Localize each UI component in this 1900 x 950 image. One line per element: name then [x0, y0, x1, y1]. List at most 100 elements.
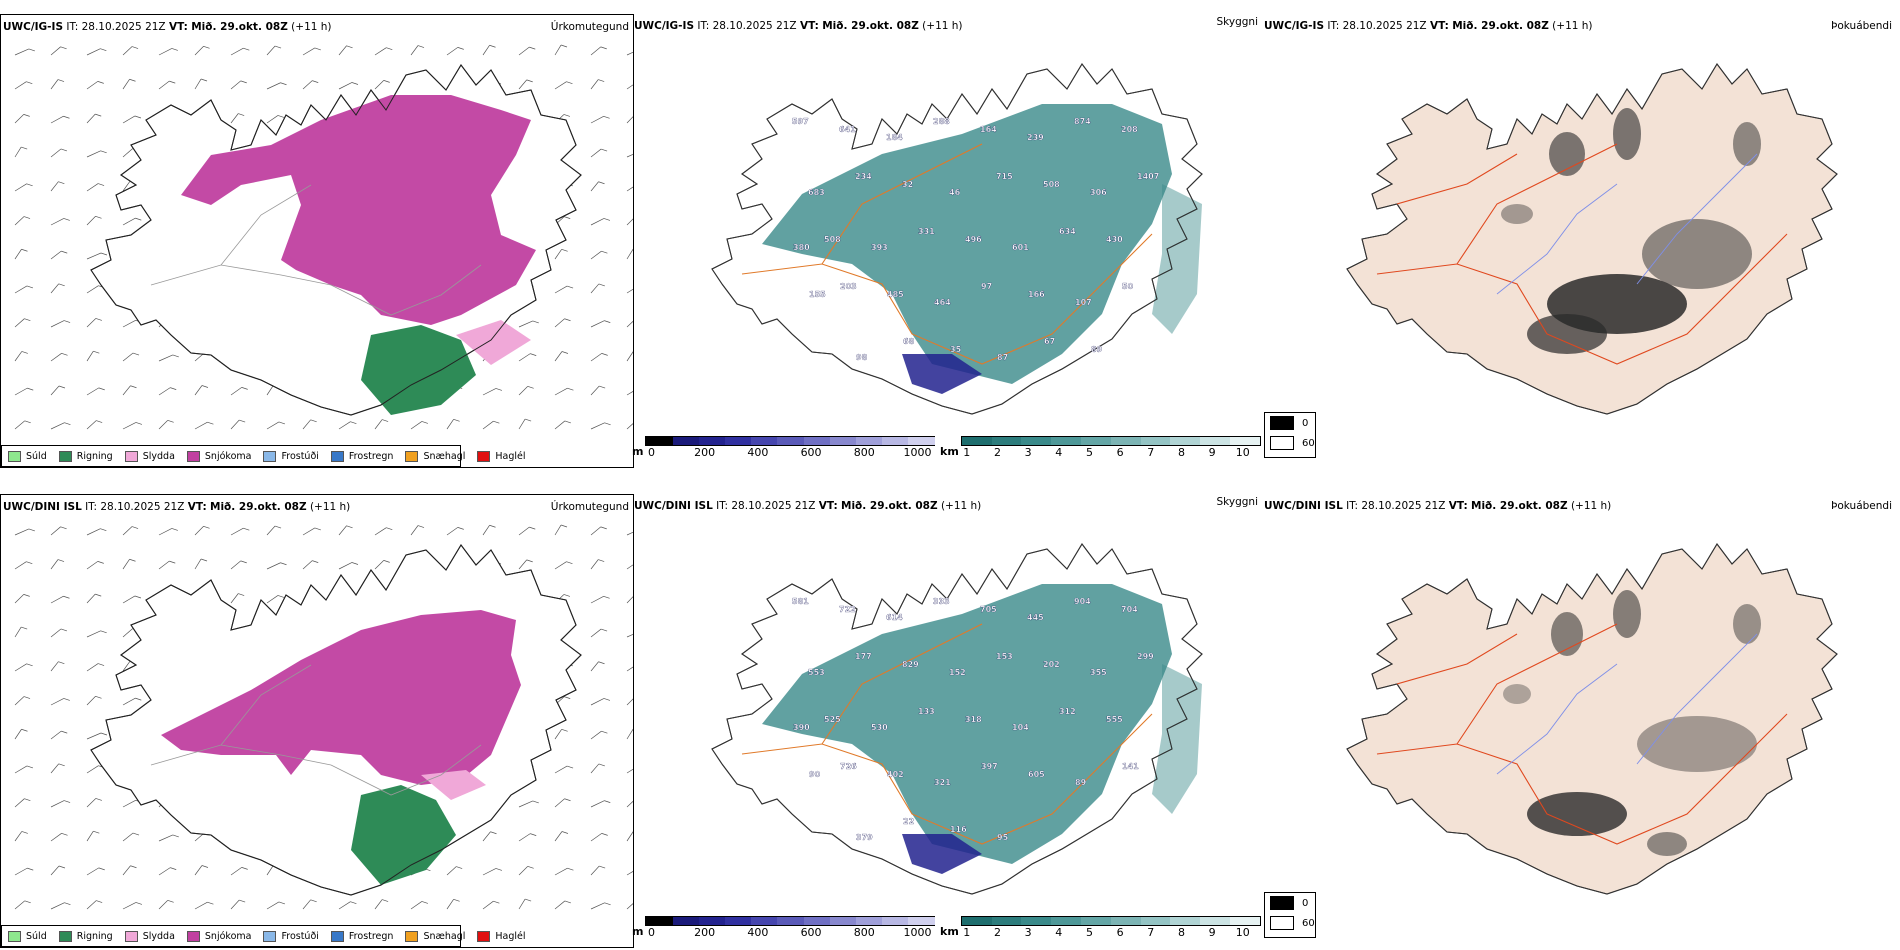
ceiling-value-label: 402	[887, 770, 904, 779]
ceiling-value-label: 380	[793, 243, 810, 252]
fog-patch	[1503, 684, 1531, 704]
rain-area	[361, 325, 476, 415]
colorbar-tick-label: 600	[800, 446, 822, 459]
legend-swatch	[405, 450, 419, 462]
ceiling-value-label: 634	[1059, 227, 1076, 236]
fog-patches	[1501, 108, 1761, 354]
ceiling-value-label: 331	[918, 227, 935, 236]
ceiling-value-label: 390	[793, 723, 810, 732]
legend-item: Snjókoma	[186, 930, 251, 942]
colorbar-tick-label: 10	[1235, 446, 1250, 459]
precip-legend: Súld Rigning Slydda Snjókoma Frostúði Frostre…	[1, 925, 526, 947]
ceiling-value-label: 152	[949, 668, 966, 677]
colorbar-tick-label: 800	[853, 926, 875, 939]
legend-label: Frostúði	[281, 930, 319, 942]
ceiling-value-label: 508	[1043, 180, 1060, 189]
legend-item: Snæhagl	[405, 930, 466, 942]
panel-title: UWC/DINI ISL IT: 28.10.2025 21Z VT: Mið.…	[634, 500, 982, 512]
fog-patch	[1637, 716, 1757, 772]
iceland-map	[1346, 63, 1838, 415]
fog-legend-swatch	[1270, 916, 1294, 930]
colorbar-segment	[829, 437, 856, 445]
ceiling-value-label: 202	[1043, 660, 1060, 669]
legend-item: Slydda	[124, 930, 175, 942]
legend-swatch	[58, 450, 72, 462]
ceiling-value-label: 177	[855, 652, 872, 661]
ceiling-value-label: 166	[1028, 290, 1045, 299]
ceiling-value-label: 89	[1075, 778, 1087, 787]
legend-swatch	[263, 930, 277, 942]
legend-swatch	[330, 450, 344, 462]
ceiling-colorbar: m 0 200 400 600 800 1000	[632, 436, 936, 460]
coastline	[711, 63, 1203, 415]
ceiling-value-label: 601	[1012, 243, 1029, 252]
colorbar-segment	[1080, 437, 1111, 445]
colorbar-tick-label: 200	[694, 926, 716, 939]
snow-area	[161, 610, 521, 785]
colorbar-segment	[1021, 437, 1052, 445]
coastline	[1346, 63, 1838, 415]
colorbar-tick-label: 9	[1208, 446, 1216, 459]
rivers	[1496, 153, 1758, 295]
iceland-map	[1346, 543, 1838, 895]
ceiling-value-label: 164	[980, 125, 997, 134]
legend-swatch	[263, 450, 277, 462]
colorbar-segment	[1021, 917, 1052, 925]
ceiling-value-label: 306	[1090, 188, 1107, 197]
ceiling-value-label: 87	[997, 353, 1008, 362]
ceiling-value-label: 829	[902, 660, 919, 669]
cloud-map-2: 581 722 614 333 705 445 904 704 553 177 829 152 153 2…	[711, 543, 1203, 895]
legend-item: Frostúði	[263, 930, 319, 942]
legend-swatch	[8, 930, 21, 942]
colorbar-tick-label: 1000	[903, 446, 932, 459]
ceiling-value-label: 525	[824, 715, 841, 724]
ceiling-value-label: 318	[965, 715, 982, 724]
colorbar-strip	[645, 436, 936, 446]
fog-legend-row: 0	[1265, 413, 1315, 433]
colorbar-segment	[961, 917, 992, 925]
colorbar-tick-label: 800	[853, 446, 875, 459]
fog-legend-swatch	[1270, 436, 1294, 450]
colorbar-tick-label: 8	[1177, 446, 1185, 459]
colorbar-segment	[961, 437, 992, 445]
legend-label: Rigning	[76, 450, 113, 462]
legend-label: Snæhagl	[423, 930, 466, 942]
roads	[150, 184, 482, 316]
legend-item: Snjókoma	[186, 450, 251, 462]
fog-legend-label: 0	[1302, 897, 1309, 909]
colorbar-segment	[646, 437, 673, 445]
colorbar-tick-label: 6	[1116, 446, 1124, 459]
ceiling-value-label: 581	[792, 597, 809, 606]
ceiling-value-label: 184	[886, 133, 903, 142]
precip-panel-2: UWC/DINI ISL IT: 28.10.2025 21Z VT: Mið.…	[0, 494, 634, 948]
colorbar-tick-label: 2	[993, 926, 1001, 939]
ceiling-value-label: 485	[887, 290, 904, 299]
ceiling-value-label: 555	[1106, 715, 1123, 724]
legend-label: Súld	[26, 930, 47, 942]
roads	[1376, 143, 1788, 365]
legend-swatch	[8, 450, 21, 462]
colorbar-segment	[1080, 917, 1111, 925]
colorbar-segment	[1229, 917, 1260, 925]
field-name: Þokuábendi	[1831, 500, 1892, 512]
colorbar-tick-label: 7	[1147, 926, 1155, 939]
iceland-map: 581 722 614 333 705 445 904 704 553 177 829 152 153 2…	[711, 543, 1203, 895]
fog-patch	[1613, 108, 1641, 160]
colorbar-segment	[725, 437, 752, 445]
fog-patch	[1642, 219, 1752, 289]
visibility-area-offshore	[1152, 664, 1202, 814]
legend-item: Frostregn	[330, 450, 393, 462]
fog-patch	[1733, 122, 1761, 166]
colorbar-ticks: 0 200 400 600 800 1000	[645, 446, 935, 460]
legend-swatch	[477, 930, 491, 942]
ceiling-value-label: 50	[1122, 282, 1134, 291]
colorbar-segment	[882, 437, 909, 445]
fog-legend-label: 60	[1302, 917, 1315, 929]
precip-legend: Súld Rigning Slydda Snjókoma Frostúði Frostre…	[1, 445, 526, 467]
ceiling-value-label: 496	[965, 235, 982, 244]
coastline	[90, 544, 582, 896]
panel-title: UWC/DINI ISL IT: 28.10.2025 21Z VT: Mið.…	[3, 501, 351, 513]
colorbar-tick-label: 3	[1024, 926, 1032, 939]
ceiling-value-label: 379	[856, 833, 873, 842]
ceiling-value-label: 90	[809, 770, 821, 779]
